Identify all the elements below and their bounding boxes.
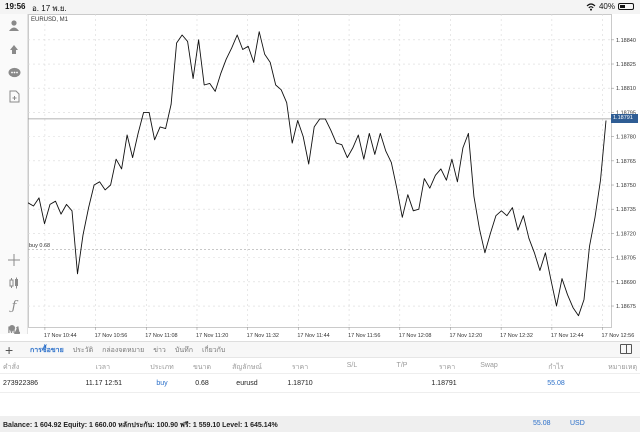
chart-symbol-title: EURUSD, M1 bbox=[31, 17, 69, 23]
x-tick-label: 17 Nov 11:32 bbox=[247, 333, 279, 339]
balance-currency: USD bbox=[570, 420, 585, 427]
x-tick-label: 17 Nov 10:56 bbox=[95, 333, 128, 339]
plot-frame bbox=[28, 14, 612, 328]
tab-mailbox[interactable]: กล่องจดหมาย bbox=[102, 347, 145, 354]
tab-trade[interactable]: การซื้อขาย bbox=[30, 347, 64, 354]
chat-icon[interactable] bbox=[5, 64, 23, 82]
price-chart[interactable]: 1.18840 1.18825 1.18810 1.18795 1.18780 1.187… bbox=[28, 14, 640, 341]
cell-current-price: 1.18791 bbox=[431, 380, 457, 387]
y-tick-label: 1.18840 bbox=[616, 38, 636, 44]
y-tick-label: 1.18825 bbox=[616, 62, 636, 68]
crosshair-icon[interactable] bbox=[5, 251, 23, 269]
y-tick-label: 1.18735 bbox=[616, 207, 636, 213]
y-tick-label: 1.18780 bbox=[616, 135, 636, 141]
y-tick-label: 1.18795 bbox=[616, 110, 636, 116]
account-icon[interactable] bbox=[5, 16, 23, 34]
header-current-price: ราคา bbox=[438, 364, 456, 371]
tab-history[interactable]: ประวัติ bbox=[72, 347, 94, 354]
x-tick-label: 17 Nov 10:44 bbox=[44, 333, 77, 339]
header-time: เวลา bbox=[95, 364, 110, 371]
status-bar: 19:56 อ. 17 พ.ย. 40% bbox=[0, 0, 640, 14]
y-tick-label: 1.18705 bbox=[616, 256, 636, 262]
header-order: คำสั่ง bbox=[3, 364, 20, 371]
order-line-label[interactable]: buy 0.68 bbox=[29, 242, 51, 249]
table-row[interactable]: 273922386 11.17 12:51 buy 0.68 eurusd 1.… bbox=[0, 374, 640, 393]
cell-time: 11.17 12:51 bbox=[85, 380, 122, 387]
x-tick-label: 17 Nov 12:20 bbox=[449, 333, 482, 339]
cell-symbol: eurusd bbox=[236, 380, 258, 387]
status-time: 19:56 bbox=[5, 2, 26, 11]
x-tick-label: 17 Nov 12:44 bbox=[551, 333, 584, 339]
header-size: ขนาด bbox=[192, 364, 212, 371]
header-symbol: สัญลักษณ์ bbox=[232, 364, 262, 371]
cell-size: 0.68 bbox=[195, 380, 209, 387]
battery-icon bbox=[618, 3, 634, 10]
split-view-icon[interactable] bbox=[620, 344, 632, 354]
status-date: อ. 17 พ.ย. bbox=[32, 4, 67, 13]
y-tick-label: 1.18720 bbox=[616, 231, 636, 237]
table-header-row: คำสั่ง เวลา ประเภท ขนาด สัญลักษณ์ ราคา S… bbox=[0, 358, 640, 374]
status-indicators: 40% bbox=[586, 2, 634, 11]
indicator-icon[interactable]: ƒ bbox=[11, 298, 17, 314]
balance-bar: Balance: 1 604.92 Equity: 1 660.00 หลักป… bbox=[0, 416, 640, 432]
header-sl: S/L bbox=[346, 362, 358, 369]
y-tick-label: 1.18675 bbox=[616, 304, 636, 310]
price-series-line bbox=[28, 31, 607, 317]
candles-icon[interactable] bbox=[5, 274, 23, 292]
cell-price: 1.18710 bbox=[287, 380, 313, 387]
balance-profit: 55.08 bbox=[533, 420, 551, 427]
add-button[interactable]: + bbox=[5, 342, 14, 358]
tab-journal[interactable]: บันทึก bbox=[174, 347, 193, 354]
terminal-tabs-bar: + การซื้อขาย ประวัติ กล่องจดหมาย ข่าว บั… bbox=[0, 341, 640, 358]
chart-canvas[interactable]: 1.18840 1.18825 1.18810 1.18795 1.18780 1.187… bbox=[28, 14, 640, 341]
y-tick-label: 1.18750 bbox=[616, 183, 636, 189]
chart-toolbar: ƒ bbox=[0, 14, 28, 334]
cell-order: 273922386 bbox=[3, 380, 39, 387]
header-tp: T/P bbox=[396, 362, 408, 369]
x-tick-label: 17 Nov 12:08 bbox=[399, 333, 432, 339]
tab-about[interactable]: เกี่ยวกับ bbox=[201, 347, 226, 354]
wifi-icon bbox=[586, 2, 596, 11]
balance-summary: Balance: 1 604.92 Equity: 1 660.00 หลักป… bbox=[3, 422, 278, 429]
header-profit: กำไร bbox=[548, 364, 564, 371]
battery-percent: 40% bbox=[598, 2, 615, 11]
objects-icon[interactable] bbox=[5, 320, 23, 338]
y-tick-label: 1.18690 bbox=[616, 280, 636, 286]
trade-table: คำสั่ง เวลา ประเภท ขนาด สัญลักษณ์ ราคา S… bbox=[0, 358, 640, 393]
header-swap: Swap bbox=[480, 362, 498, 369]
x-tick-label: 17 Nov 11:56 bbox=[348, 333, 380, 339]
timeframe-label: M1 bbox=[7, 325, 21, 335]
x-tick-label: 17 Nov 11:20 bbox=[196, 333, 228, 339]
current-price-tag: 1.18791 bbox=[611, 114, 638, 124]
cell-type: buy bbox=[156, 380, 168, 387]
x-tick-label: 17 Nov 12:32 bbox=[500, 333, 533, 339]
x-tick-label: 17 Nov 11:08 bbox=[145, 333, 177, 339]
header-type: ประเภท bbox=[150, 364, 174, 371]
tab-news[interactable]: ข่าว bbox=[153, 347, 166, 354]
x-tick-label: 17 Nov 11:44 bbox=[297, 333, 329, 339]
trade-icon[interactable] bbox=[5, 40, 23, 58]
header-price: ราคา bbox=[291, 364, 309, 371]
document-icon[interactable] bbox=[5, 87, 23, 105]
terminal-tabs: การซื้อขาย ประวัติ กล่องจดหมาย ข่าว บันท… bbox=[30, 345, 225, 356]
header-comment: หมายเหตุ bbox=[608, 364, 637, 371]
cell-profit: 55.08 bbox=[547, 380, 565, 387]
y-tick-label: 1.18810 bbox=[616, 86, 636, 92]
y-tick-label: 1.18765 bbox=[616, 159, 636, 165]
timeframe-button[interactable]: M1 bbox=[0, 320, 28, 340]
x-tick-label: 17 Nov 12:56 bbox=[602, 333, 635, 339]
